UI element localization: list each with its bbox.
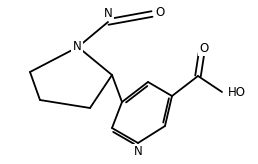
Text: HO: HO xyxy=(228,85,246,99)
Text: N: N xyxy=(72,40,81,52)
Text: O: O xyxy=(199,41,209,54)
Text: O: O xyxy=(155,6,164,19)
Text: N: N xyxy=(134,145,142,158)
Text: N: N xyxy=(104,7,112,20)
